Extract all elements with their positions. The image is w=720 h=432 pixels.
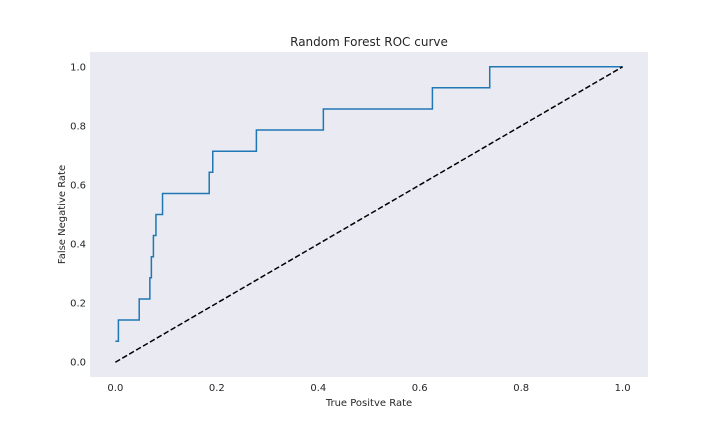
x-tick-label: 0.0 xyxy=(107,383,123,394)
x-tick-label: 0.4 xyxy=(310,383,326,394)
x-axis-label: True Positve Rate xyxy=(325,398,412,409)
roc-curve-line xyxy=(115,66,623,342)
x-tick-label: 0.2 xyxy=(209,383,225,394)
x-tick-labels: 0.0 0.2 0.4 0.6 0.8 1.0 xyxy=(107,383,630,394)
y-tick-labels: 0.0 0.2 0.4 0.6 0.8 1.0 xyxy=(70,62,86,368)
chance-diagonal-line xyxy=(114,66,624,363)
y-tick-label: 0.4 xyxy=(70,240,86,251)
y-tick-label: 0.6 xyxy=(70,180,86,191)
y-tick-label: 1.0 xyxy=(70,62,86,73)
x-tick-label: 0.8 xyxy=(513,383,529,394)
chart-title: Random Forest ROC curve xyxy=(290,35,448,49)
y-tick-label: 0.8 xyxy=(70,121,86,132)
y-tick-label: 0.2 xyxy=(70,299,86,310)
curves-layer xyxy=(114,66,624,363)
x-tick-label: 1.0 xyxy=(615,383,631,394)
y-tick-label: 0.0 xyxy=(70,358,86,369)
x-tick-label: 0.6 xyxy=(412,383,428,394)
y-axis-label: False Negative Rate xyxy=(57,165,68,264)
